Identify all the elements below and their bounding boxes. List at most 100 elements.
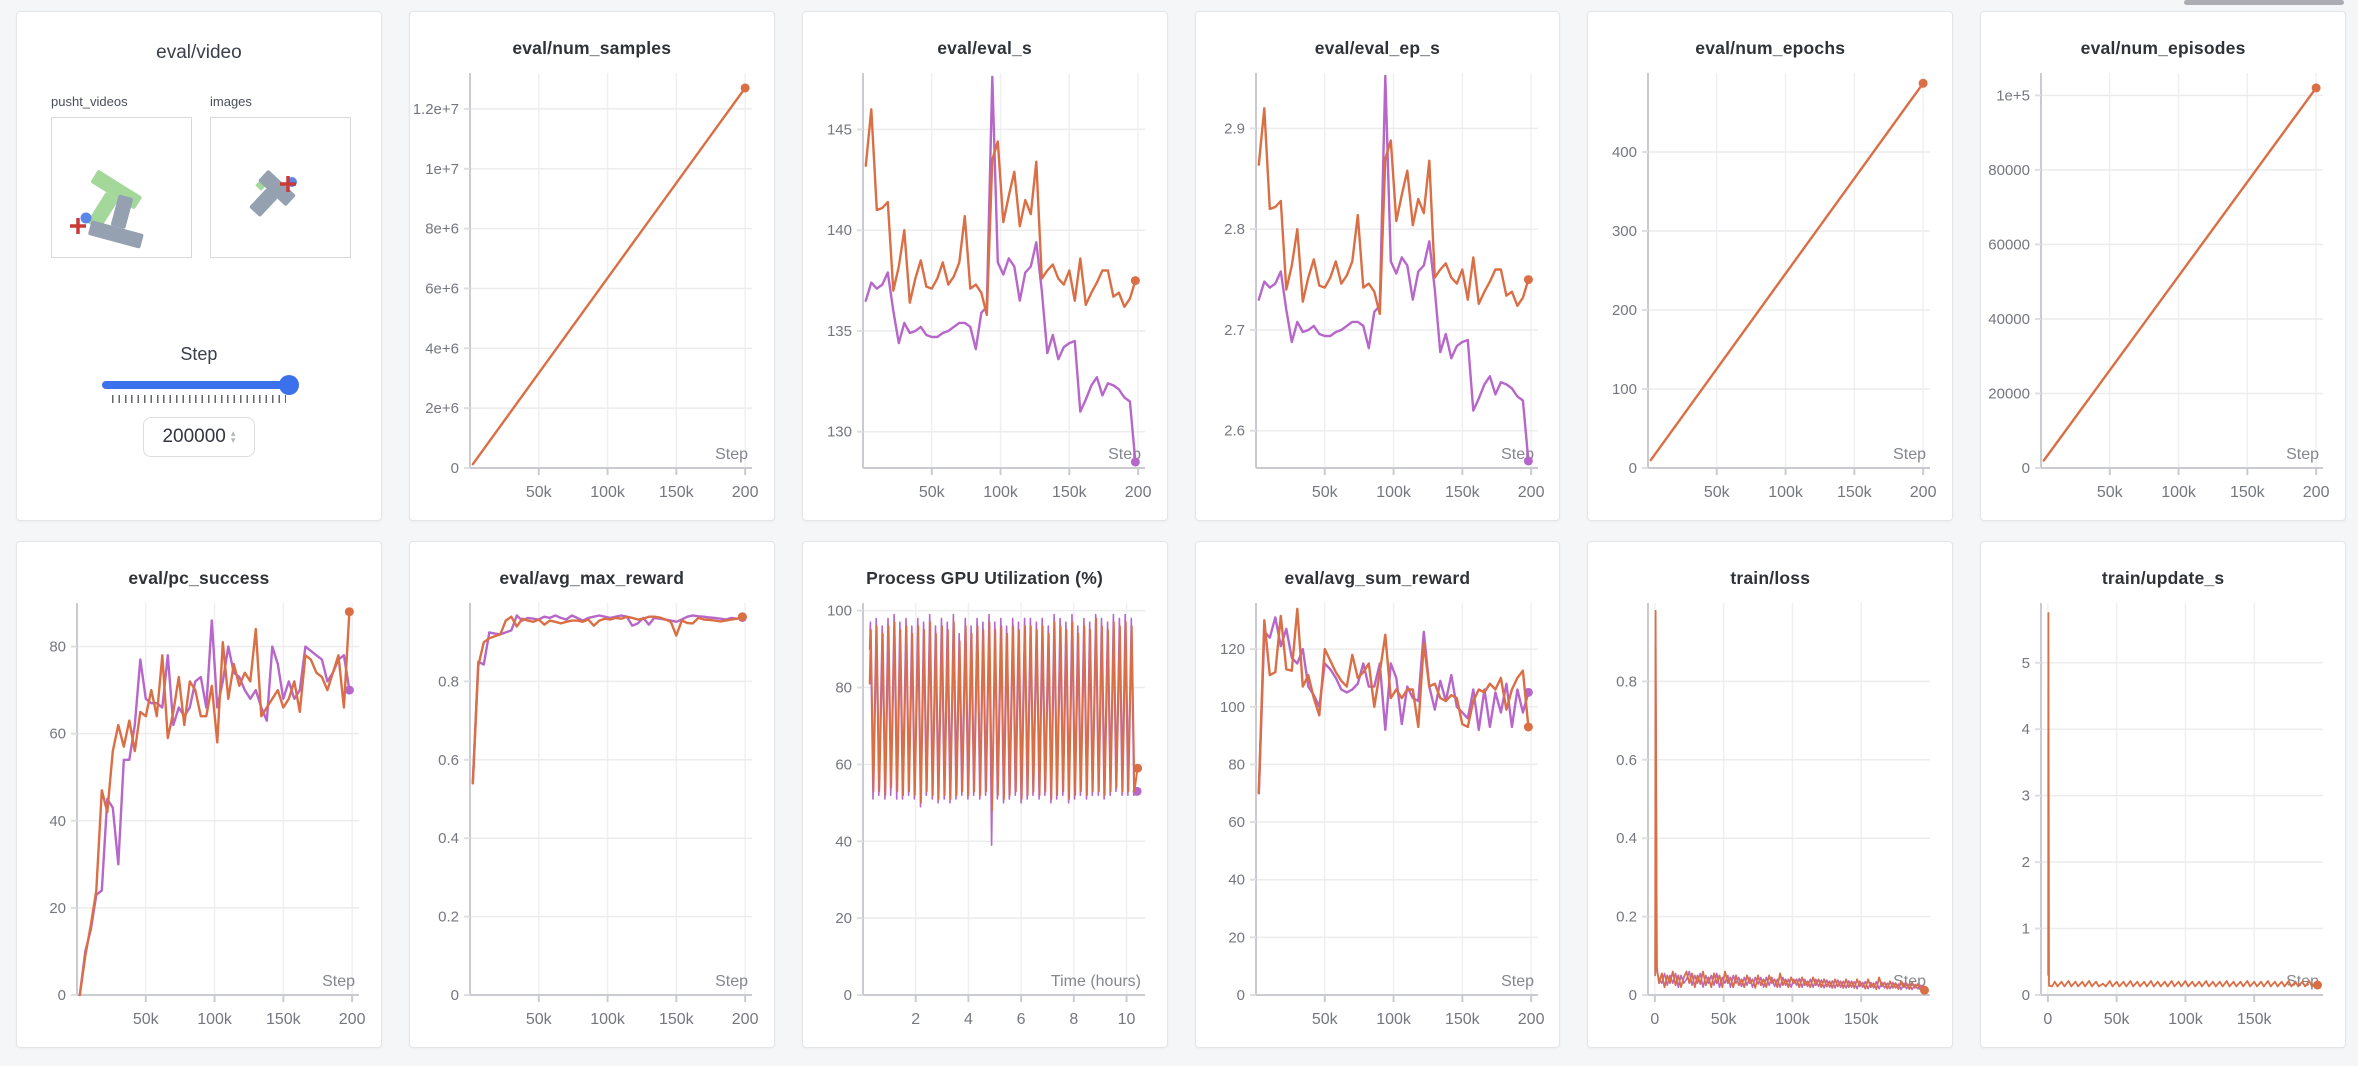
svg-text:150k: 150k	[1444, 484, 1480, 501]
svg-text:50k: 50k	[1311, 1011, 1338, 1028]
svg-text:60: 60	[49, 726, 66, 743]
svg-text:60: 60	[1228, 814, 1245, 831]
svg-text:2e+6: 2e+6	[425, 400, 459, 417]
svg-text:200: 200	[339, 1011, 366, 1028]
svg-text:20: 20	[835, 910, 852, 927]
panel-grid: eval/video pusht_videos	[16, 11, 2346, 1048]
svg-text:0: 0	[1236, 987, 1244, 1004]
stepper-arrows-icon[interactable]: ▴ ▾	[230, 428, 236, 445]
svg-text:0: 0	[1651, 1011, 1660, 1028]
chart-eval-num-samples[interactable]: 50k 100k 150k 200 0 2e+6 4e+6 6e+6 8e+6 1e+7 1.2e+…	[412, 61, 768, 520]
svg-text:100k: 100k	[2168, 1011, 2204, 1028]
svg-text:0.4: 0.4	[438, 830, 459, 847]
svg-text:5: 5	[2022, 655, 2030, 672]
step-value-input[interactable]: 200000 ▴ ▾	[142, 417, 255, 457]
svg-text:Step: Step	[1893, 446, 1926, 463]
svg-text:100k: 100k	[590, 1011, 626, 1028]
chart-title: eval/pc_success	[128, 568, 270, 588]
svg-text:0.8: 0.8	[438, 673, 459, 690]
step-control: Step 200000 ▴ ▾	[17, 344, 381, 457]
svg-text:100k: 100k	[1376, 1011, 1412, 1028]
svg-text:300: 300	[1612, 223, 1637, 240]
svg-text:50k: 50k	[1704, 484, 1731, 501]
svg-text:150k: 150k	[659, 1011, 695, 1028]
svg-text:150k: 150k	[266, 1011, 302, 1028]
chart-gpu-utilization[interactable]: 2 4 6 8 10 0 20 40 60 80 100 Time (hours)	[805, 591, 1161, 1047]
chart-train-update-s[interactable]: 0 50k 100k 150k 0 1 2 3 4 5 Step	[1983, 591, 2339, 1047]
target-cross-icon	[280, 176, 296, 192]
horizontal-scrollbar[interactable]	[2184, 0, 2344, 5]
svg-text:6e+6: 6e+6	[425, 280, 459, 297]
step-value: 200000	[162, 426, 226, 447]
step-slider-label: Step	[180, 344, 218, 364]
panel-eval-eval-s: eval/eval_s 50k 100k 150k 200 130 135 140 145 St…	[801, 11, 1168, 521]
thumb-group-pusht-videos: pusht_videos	[51, 94, 192, 258]
svg-text:200: 200	[2303, 484, 2330, 501]
svg-text:0: 0	[450, 460, 458, 477]
chart-title: eval/num_epochs	[1695, 38, 1846, 58]
svg-text:200: 200	[732, 484, 759, 501]
video-panel-title: eval/video	[156, 42, 242, 63]
svg-text:50k: 50k	[133, 1011, 160, 1028]
thumb-label: pusht_videos	[51, 94, 128, 109]
step-slider-thumb[interactable]	[279, 375, 300, 395]
target-cross-icon	[70, 218, 86, 234]
svg-text:Step: Step	[1501, 973, 1534, 990]
svg-text:50k: 50k	[526, 484, 553, 501]
svg-text:2.6: 2.6	[1224, 423, 1245, 440]
svg-text:1e+5: 1e+5	[1996, 87, 2030, 104]
svg-text:2.8: 2.8	[1224, 221, 1245, 238]
svg-text:0: 0	[2044, 1011, 2053, 1028]
svg-text:120: 120	[1219, 641, 1244, 658]
svg-text:200: 200	[732, 1011, 759, 1028]
svg-text:50k: 50k	[2097, 484, 2124, 501]
svg-text:20000: 20000	[1988, 385, 2030, 402]
step-slider[interactable]	[102, 375, 300, 395]
svg-text:8: 8	[1069, 1011, 1078, 1028]
svg-text:200: 200	[1612, 302, 1637, 319]
svg-text:20: 20	[49, 900, 66, 917]
chart-eval-avg-max-reward[interactable]: 50k 100k 150k 200 0 0.2 0.4 0.6 0.8 Step	[412, 591, 768, 1047]
images-thumbnail[interactable]	[210, 117, 351, 258]
thumb-group-images: images	[210, 94, 351, 258]
svg-text:100: 100	[1219, 699, 1244, 716]
chart-eval-eval-ep-s[interactable]: 50k 100k 150k 200 2.6 2.7 2.8 2.9 Step	[1198, 61, 1554, 520]
svg-text:4: 4	[2022, 721, 2030, 738]
svg-text:130: 130	[827, 424, 852, 441]
svg-text:1e+7: 1e+7	[425, 161, 459, 178]
agent-dot-icon	[80, 212, 92, 224]
svg-text:200: 200	[1124, 484, 1151, 501]
chart-eval-pc-success[interactable]: 50k 100k 150k 200 0 20 40 60 80 Step	[19, 591, 375, 1047]
svg-text:60000: 60000	[1988, 236, 2030, 253]
svg-text:150k: 150k	[1837, 484, 1873, 501]
chart-title: eval/num_episodes	[2080, 38, 2246, 58]
svg-text:2.9: 2.9	[1224, 120, 1245, 137]
chart-title: train/loss	[1730, 568, 1811, 588]
svg-text:1.2e+7: 1.2e+7	[413, 101, 459, 118]
svg-text:150k: 150k	[1844, 1011, 1880, 1028]
svg-text:80: 80	[1228, 756, 1245, 773]
chart-eval-eval-s[interactable]: 50k 100k 150k 200 130 135 140 145 Step	[805, 61, 1161, 520]
svg-text:2.7: 2.7	[1224, 322, 1245, 339]
svg-text:145: 145	[827, 121, 852, 138]
chart-eval-num-episodes[interactable]: 50k 100k 150k 200 0 20000 40000 60000 80000 1e+5 S…	[1983, 61, 2339, 520]
svg-text:140: 140	[827, 222, 852, 239]
svg-text:50k: 50k	[1311, 484, 1338, 501]
svg-text:80: 80	[835, 680, 852, 697]
svg-text:Time (hours): Time (hours)	[1051, 973, 1141, 990]
video-thumbnails: pusht_videos	[51, 94, 381, 258]
panel-eval-video: eval/video pusht_videos	[16, 11, 382, 521]
svg-text:3: 3	[2022, 788, 2030, 805]
chart-train-loss[interactable]: 0 50k 100k 150k 0 0.2 0.4 0.6 0.8 Step	[1590, 591, 1946, 1047]
panel-eval-num-samples: eval/num_samples 50k 100k 150k 200 0 2e+6 4e+6…	[408, 11, 775, 521]
svg-text:50k: 50k	[919, 484, 946, 501]
chart-eval-num-epochs[interactable]: 50k 100k 150k 200 0 100 200 300 400 Step	[1590, 61, 1946, 520]
panel-gpu-utilization: Process GPU Utilization (%) 2 4 6 8 10 0 20 40 6…	[801, 541, 1168, 1048]
svg-text:150k: 150k	[2230, 484, 2266, 501]
svg-text:0: 0	[1629, 987, 1637, 1004]
svg-text:4e+6: 4e+6	[425, 340, 459, 357]
pusht-videos-thumbnail[interactable]	[51, 117, 192, 258]
chart-eval-avg-sum-reward[interactable]: 50k 100k 150k 200 0 20 40 60 80 100 120 Step	[1198, 591, 1554, 1047]
svg-text:150k: 150k	[1052, 484, 1088, 501]
svg-text:150k: 150k	[2237, 1011, 2273, 1028]
